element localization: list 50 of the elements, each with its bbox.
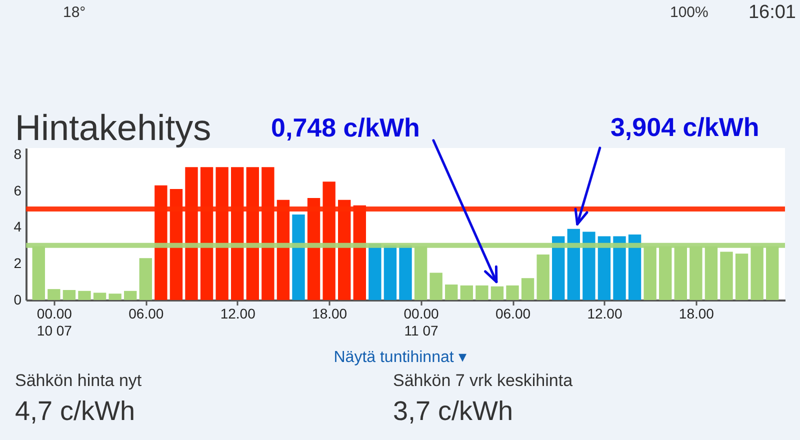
- bar: [399, 245, 412, 300]
- bar: [292, 214, 305, 300]
- bar: [460, 285, 473, 300]
- text: 3,7 c/kWh: [393, 396, 514, 426]
- text: 16:01: [748, 2, 796, 23]
- bar: [62, 290, 76, 300]
- bar: [628, 234, 642, 300]
- bar: [124, 290, 137, 300]
- bar: [598, 236, 611, 300]
- bar: [48, 289, 60, 300]
- x-tick-label: 18.00: [678, 306, 714, 322]
- bar: [582, 232, 596, 300]
- x-tick-label: 12.00: [220, 306, 256, 322]
- bar: [536, 254, 550, 300]
- bar: [384, 245, 397, 300]
- chart-title: Hintakehitys: [15, 107, 212, 148]
- x-tick-label: 06.00: [128, 306, 164, 322]
- x-tick-label: 18.00: [312, 306, 348, 322]
- annotation: 0,748 c/kWh: [271, 112, 420, 142]
- annotation: 3,904 c/kWh: [610, 112, 760, 142]
- y-tick-label: 0: [14, 292, 22, 308]
- text: Sähkön 7 vrk keskihinta: [393, 371, 574, 390]
- bar: [506, 285, 519, 300]
- bar: [476, 285, 488, 300]
- y-tick-label: 2: [14, 255, 22, 272]
- bar: [490, 286, 504, 300]
- bar: [139, 258, 152, 300]
- bar: [552, 236, 565, 300]
- y-tick-label: 8: [14, 146, 22, 162]
- x-tick-label: 00.00 11 07: [404, 306, 440, 338]
- bar: [613, 236, 626, 300]
- bar: [108, 294, 122, 300]
- bar: [521, 278, 534, 300]
- text: Sähkön hinta nyt: [15, 371, 142, 390]
- y-tick-label: 4: [14, 218, 22, 235]
- bar: [735, 254, 748, 300]
- text: 100%: [670, 4, 708, 21]
- bar: [445, 284, 458, 300]
- bar: [720, 252, 733, 300]
- text: Näytä tuntihinnat ▾: [334, 349, 466, 366]
- bar: [567, 228, 580, 300]
- x-tick-label: 00.00 10 07: [36, 306, 72, 338]
- bar: [93, 292, 106, 300]
- text: 4,7 c/kWh: [15, 396, 136, 426]
- bar: [78, 290, 91, 300]
- x-tick-label: 06.00: [495, 306, 531, 322]
- bar: [430, 272, 442, 300]
- text: 18°: [63, 4, 86, 21]
- x-tick-label: 12.00: [587, 306, 622, 322]
- y-tick-label: 6: [14, 182, 22, 198]
